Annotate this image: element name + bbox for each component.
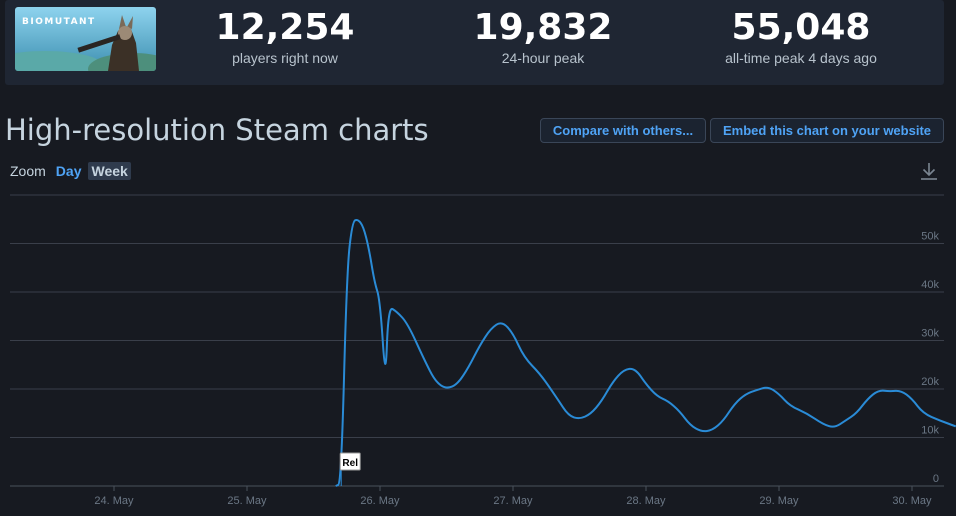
x-tick-label: 28. May — [626, 495, 666, 507]
series-line — [335, 218, 956, 487]
game-banner-art — [15, 7, 156, 71]
x-tick-label: 25. May — [227, 495, 267, 507]
zoom-controls: Zoom Day Week — [10, 160, 131, 182]
stat-value: 12,254 — [215, 7, 355, 48]
download-icon-glyph — [921, 163, 937, 180]
player-count-chart: 0 10k 20k 30k 40k 50k 24. May 25. May 26. May 27.… — [10, 194, 956, 507]
embed-chart-button[interactable]: Embed this chart on your website — [710, 118, 944, 143]
y-tick-label: 0 — [933, 473, 939, 485]
stat-all-time-peak: 55,048 all-time peak 4 days ago — [691, 7, 911, 67]
x-tick-label: 29. May — [759, 495, 799, 507]
zoom-label: Zoom — [10, 163, 46, 179]
y-tick-label: 50k — [921, 231, 939, 243]
x-tick-label: 30. May — [892, 495, 932, 507]
x-tick-label: 27. May — [493, 495, 533, 507]
stat-24h-peak: 19,832 24-hour peak — [433, 7, 653, 67]
stat-label: 24-hour peak — [501, 50, 585, 66]
x-tick-label: 26. May — [360, 495, 400, 507]
y-tick-label: 10k — [921, 425, 939, 437]
zoom-week-button[interactable]: Week — [88, 162, 131, 180]
stat-label: players right now — [232, 50, 338, 66]
compare-button[interactable]: Compare with others... — [540, 118, 706, 143]
game-banner[interactable]: BIOMUTANT — [15, 7, 156, 71]
stat-value: 55,048 — [731, 7, 871, 48]
annotation-flag — [339, 452, 361, 471]
zoom-day-button[interactable]: Day — [55, 163, 82, 179]
y-tick-label: 40k — [921, 279, 939, 291]
download-icon[interactable] — [918, 160, 940, 182]
annotation-label: Rel — [342, 458, 358, 469]
page-title: High-resolution Steam charts — [5, 113, 429, 147]
stat-label: all-time peak 4 days ago — [725, 50, 877, 66]
x-tick-label: 24. May — [94, 495, 134, 507]
stat-players-now: 12,254 players right now — [175, 7, 395, 67]
stat-value: 19,832 — [473, 7, 613, 48]
stats-bar — [5, 0, 944, 85]
y-tick-label: 20k — [921, 376, 939, 388]
game-banner-title: BIOMUTANT — [22, 17, 96, 27]
y-tick-label: 30k — [921, 328, 939, 340]
